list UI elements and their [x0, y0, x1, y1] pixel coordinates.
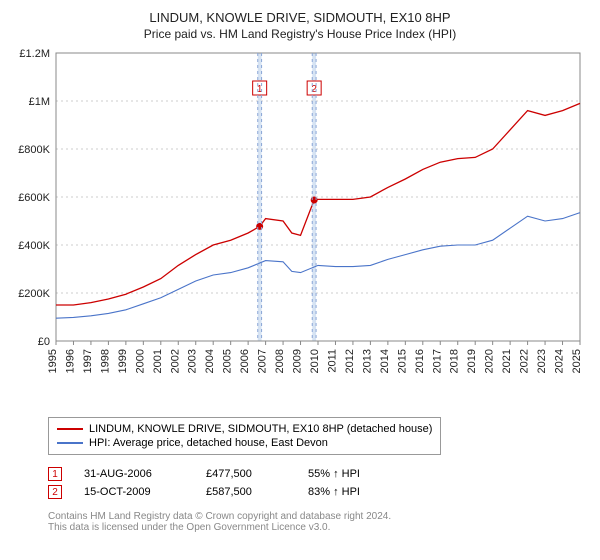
svg-text:2015: 2015	[396, 349, 408, 373]
sale-marker: 1	[48, 467, 62, 481]
sale-price: £587,500	[206, 486, 286, 498]
svg-text:2005: 2005	[222, 349, 234, 373]
legend: LINDUM, KNOWLE DRIVE, SIDMOUTH, EX10 8HP…	[48, 417, 441, 455]
svg-text:2002: 2002	[169, 349, 181, 373]
svg-text:2012: 2012	[344, 349, 356, 373]
svg-text:2025: 2025	[571, 349, 583, 373]
svg-text:2007: 2007	[257, 349, 269, 373]
svg-text:2013: 2013	[361, 349, 373, 373]
legend-label: HPI: Average price, detached house, East…	[89, 437, 328, 449]
svg-text:1999: 1999	[117, 349, 129, 373]
chart-title: LINDUM, KNOWLE DRIVE, SIDMOUTH, EX10 8HP	[12, 10, 588, 25]
footer-line-1: Contains HM Land Registry data © Crown c…	[48, 511, 588, 522]
svg-text:£0: £0	[38, 336, 50, 348]
footer-attribution: Contains HM Land Registry data © Crown c…	[48, 511, 588, 533]
legend-row: HPI: Average price, detached house, East…	[57, 436, 432, 450]
legend-label: LINDUM, KNOWLE DRIVE, SIDMOUTH, EX10 8HP…	[89, 423, 432, 435]
svg-text:2022: 2022	[519, 349, 531, 373]
svg-text:2020: 2020	[484, 349, 496, 373]
svg-text:1998: 1998	[99, 349, 111, 373]
svg-text:£1.2M: £1.2M	[19, 48, 50, 60]
svg-text:1997: 1997	[82, 349, 94, 373]
chart-plot: £0 £200K £400K £600K £800K £1M £1.2M 1995 1996 19…	[12, 47, 588, 377]
svg-text:2000: 2000	[134, 349, 146, 373]
legend-row: LINDUM, KNOWLE DRIVE, SIDMOUTH, EX10 8HP…	[57, 422, 432, 436]
sale-date: 15-OCT-2009	[84, 486, 184, 498]
sale-diff: 83% ↑ HPI	[308, 486, 360, 498]
svg-text:2003: 2003	[187, 349, 199, 373]
svg-text:2001: 2001	[152, 349, 164, 373]
sale-price: £477,500	[206, 468, 286, 480]
svg-text:£1M: £1M	[29, 96, 50, 108]
svg-text:2004: 2004	[204, 349, 216, 373]
sale-marker: 2	[48, 485, 62, 499]
svg-text:2021: 2021	[501, 349, 513, 373]
sale-row: 1 31-AUG-2006 £477,500 55% ↑ HPI	[48, 465, 588, 483]
svg-text:1996: 1996	[64, 349, 76, 373]
sales-table: 1 31-AUG-2006 £477,500 55% ↑ HPI 2 15-OCT-200…	[48, 465, 588, 501]
svg-text:1995: 1995	[47, 349, 59, 373]
chart-container: LINDUM, KNOWLE DRIVE, SIDMOUTH, EX10 8HP…	[0, 0, 600, 560]
svg-text:2008: 2008	[274, 349, 286, 373]
svg-text:2023: 2023	[536, 349, 548, 373]
svg-text:2006: 2006	[239, 349, 251, 373]
legend-swatch	[57, 442, 83, 444]
sale-date: 31-AUG-2006	[84, 468, 184, 480]
legend-swatch	[57, 428, 83, 430]
svg-text:2019: 2019	[466, 349, 478, 373]
svg-text:2024: 2024	[554, 349, 566, 373]
sale-row: 2 15-OCT-2009 £587,500 83% ↑ HPI	[48, 483, 588, 501]
svg-text:2017: 2017	[431, 349, 443, 373]
svg-text:2016: 2016	[414, 349, 426, 373]
svg-text:£800K: £800K	[18, 144, 50, 156]
svg-text:£200K: £200K	[18, 288, 50, 300]
svg-text:2014: 2014	[379, 349, 391, 373]
svg-text:£400K: £400K	[18, 240, 50, 252]
footer-line-2: This data is licensed under the Open Gov…	[48, 522, 588, 533]
chart-subtitle: Price paid vs. HM Land Registry's House …	[12, 27, 588, 41]
svg-text:2011: 2011	[326, 349, 338, 373]
svg-text:£600K: £600K	[18, 192, 50, 204]
svg-text:2018: 2018	[449, 349, 461, 373]
sale-diff: 55% ↑ HPI	[308, 468, 360, 480]
svg-text:2010: 2010	[309, 349, 321, 373]
svg-text:2009: 2009	[292, 349, 304, 373]
